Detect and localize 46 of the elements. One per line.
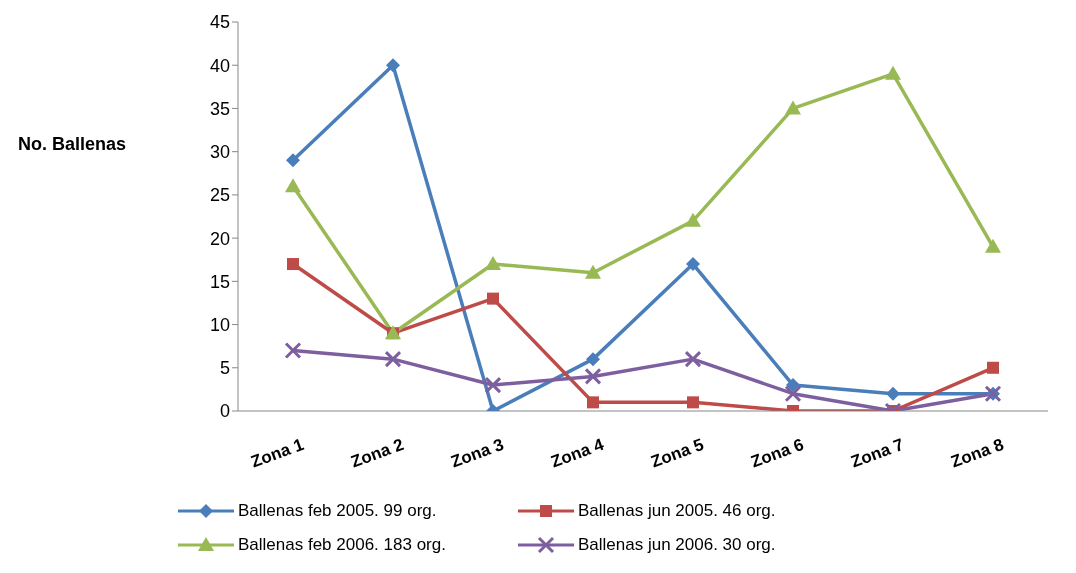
- y-tick-label: 25: [209, 185, 230, 206]
- x-tick-label: Zona 5: [648, 434, 707, 472]
- legend-label: Ballenas jun 2005. 46 org.: [578, 501, 776, 521]
- point: [585, 264, 601, 279]
- y-tick-label: 0: [219, 401, 230, 422]
- legend-label: Ballenas jun 2006. 30 org.: [578, 535, 776, 555]
- legend-label: Ballenas feb 2006. 183 org.: [238, 535, 446, 555]
- x-tick-label: Zona 1: [248, 434, 307, 472]
- point: [684, 350, 702, 368]
- point: [284, 341, 302, 359]
- point: [687, 396, 699, 409]
- point: [584, 367, 602, 385]
- y-tick-label: 35: [209, 98, 230, 119]
- point: [987, 361, 999, 374]
- point: [885, 65, 901, 80]
- point: [287, 258, 299, 271]
- y-tick-label: 30: [209, 142, 230, 163]
- y-tick-label: 15: [209, 271, 230, 292]
- x-tick-label: Zona 8: [948, 434, 1007, 472]
- y-tick-label: 45: [209, 12, 230, 33]
- point: [985, 238, 1001, 253]
- point: [785, 100, 801, 115]
- point: [685, 212, 701, 227]
- point: [286, 153, 300, 168]
- point: [485, 256, 501, 271]
- point: [686, 257, 700, 272]
- x-tick-label: Zona 2: [348, 434, 407, 472]
- point: [484, 376, 502, 394]
- x-tick-label: Zona 4: [548, 434, 607, 472]
- point: [386, 58, 400, 73]
- point: [784, 385, 802, 403]
- point: [886, 386, 900, 401]
- x-tick-label: Zona 7: [848, 434, 907, 472]
- y-tick-label: 5: [219, 358, 230, 379]
- point: [586, 352, 600, 367]
- point: [487, 292, 499, 305]
- x-tick-label: Zona 3: [448, 434, 507, 472]
- y-axis-title: No. Ballenas: [18, 134, 127, 155]
- x-tick-label: Zona 6: [748, 434, 807, 472]
- point: [384, 350, 402, 368]
- point: [587, 396, 599, 409]
- y-tick-label: 40: [209, 55, 230, 76]
- legend-label: Ballenas feb 2005. 99 org.: [238, 501, 437, 521]
- point: [285, 178, 301, 193]
- y-tick-label: 20: [209, 228, 230, 249]
- y-tick-label: 10: [209, 314, 230, 335]
